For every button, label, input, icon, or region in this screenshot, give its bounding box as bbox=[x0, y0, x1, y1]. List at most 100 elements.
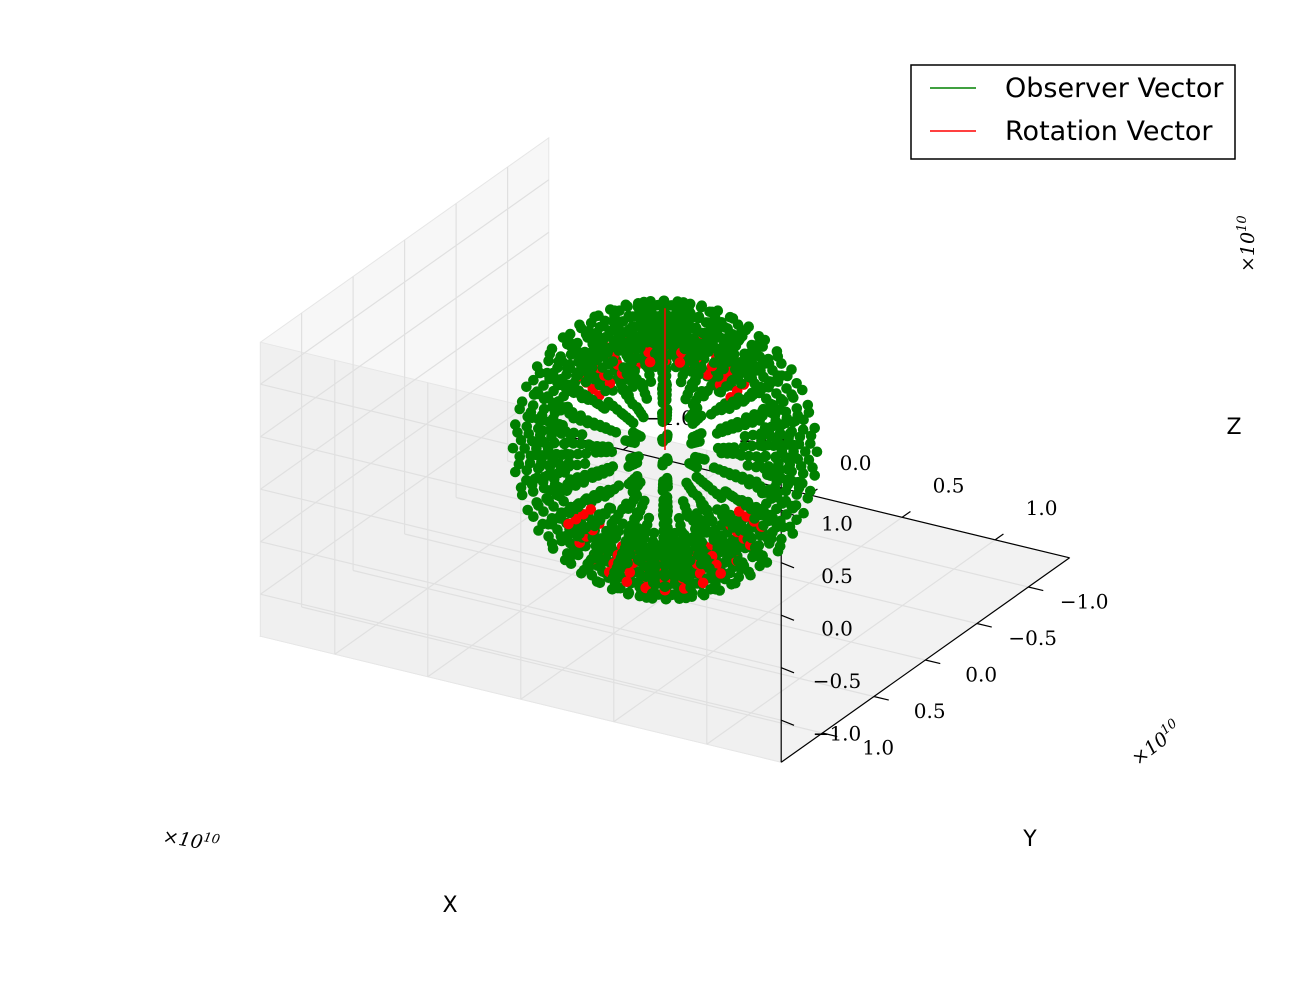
scatter-point bbox=[591, 329, 603, 341]
y-offset-label: ×1010 bbox=[1126, 716, 1185, 770]
scatter-point bbox=[643, 512, 655, 524]
scatter-point bbox=[776, 533, 787, 545]
scatter-point bbox=[510, 466, 521, 478]
scatter-point bbox=[743, 371, 755, 383]
scatter-point bbox=[696, 428, 707, 439]
scatter-point bbox=[805, 438, 816, 449]
scatter-point bbox=[742, 460, 754, 471]
scatter-point bbox=[696, 386, 707, 397]
scatter-point bbox=[786, 500, 797, 512]
scatter-point bbox=[798, 507, 809, 519]
scatter-point bbox=[531, 472, 543, 484]
scatter-point bbox=[565, 558, 577, 569]
scatter-point bbox=[659, 581, 671, 592]
scatter-point bbox=[714, 532, 726, 543]
grid-line-z-back bbox=[260, 179, 550, 385]
scatter-point bbox=[603, 369, 614, 381]
scatter-point bbox=[723, 467, 735, 479]
x-offset-label: ×1010 bbox=[161, 823, 221, 856]
scatter-point bbox=[657, 360, 668, 372]
scatter-point bbox=[672, 552, 683, 564]
scatter-point bbox=[740, 324, 752, 336]
scatter-point bbox=[763, 427, 775, 438]
scatter-point bbox=[782, 464, 793, 475]
scatter-point bbox=[759, 334, 771, 346]
scatter-point bbox=[699, 454, 710, 465]
scatter-point bbox=[736, 378, 747, 390]
y-tick-label: 1.0 bbox=[862, 736, 894, 760]
scatter-point bbox=[599, 315, 611, 327]
scatter-point bbox=[723, 356, 735, 367]
scatter-point bbox=[791, 489, 803, 500]
scatter-point bbox=[607, 356, 619, 367]
scatter-point bbox=[521, 465, 533, 476]
z-offset-label: ×1010 bbox=[1235, 215, 1259, 272]
scatter-point bbox=[719, 540, 731, 551]
scatter-point bbox=[570, 513, 582, 525]
scatter-point bbox=[775, 472, 787, 484]
y-axis-label: Y bbox=[1022, 827, 1037, 852]
scatter-point bbox=[787, 528, 799, 539]
scatter-point bbox=[623, 436, 634, 447]
scatter-point bbox=[658, 300, 669, 312]
scatter-point bbox=[697, 577, 709, 589]
scatter-point bbox=[755, 428, 767, 439]
scatter-point bbox=[753, 459, 765, 471]
scatter-point bbox=[778, 440, 789, 451]
scatter-point bbox=[764, 538, 775, 549]
scatter-point bbox=[732, 417, 743, 428]
scatter-point bbox=[702, 369, 714, 381]
scatter-point bbox=[586, 570, 598, 581]
scatter-point bbox=[648, 527, 660, 539]
x-tick bbox=[994, 533, 1004, 541]
scatter-point bbox=[788, 392, 799, 403]
y-tick bbox=[822, 732, 838, 738]
scatter-point bbox=[732, 555, 744, 567]
scatter-point bbox=[743, 530, 754, 542]
x-tick-label: 1.0 bbox=[1026, 496, 1058, 520]
scatter-point bbox=[687, 487, 699, 499]
scatter-point bbox=[691, 325, 703, 337]
scatter-point bbox=[571, 459, 583, 471]
y-tick bbox=[976, 622, 992, 628]
scatter-point bbox=[580, 522, 592, 533]
scatter-point bbox=[516, 489, 528, 501]
scatter-point bbox=[605, 503, 617, 514]
scatter-point bbox=[802, 493, 814, 504]
scatter-point bbox=[572, 346, 583, 357]
scatter-point bbox=[754, 560, 766, 572]
scatter-point bbox=[734, 333, 745, 345]
scatter-point bbox=[544, 348, 556, 360]
scatter-point bbox=[589, 311, 600, 323]
scatter-point bbox=[790, 415, 801, 427]
scatter-point bbox=[579, 458, 591, 470]
scatter-point bbox=[556, 535, 567, 547]
scatter-point bbox=[739, 431, 751, 442]
scatter-point bbox=[604, 325, 615, 337]
scatter-point bbox=[618, 362, 629, 373]
scatter-point bbox=[613, 316, 624, 327]
x-tick bbox=[901, 510, 911, 518]
scatter-point bbox=[552, 377, 563, 388]
scatter-point bbox=[772, 545, 784, 557]
scatter-point bbox=[565, 502, 577, 514]
scatter-point bbox=[809, 470, 820, 481]
scatter-point bbox=[713, 348, 725, 360]
scatter-point bbox=[657, 383, 668, 395]
scatter-point bbox=[797, 384, 808, 396]
scatter-point bbox=[613, 480, 625, 492]
z-tick-label: 0.0 bbox=[821, 617, 853, 641]
scatter-point bbox=[738, 441, 750, 452]
scatter-point bbox=[559, 438, 570, 450]
scatter-point bbox=[593, 546, 604, 558]
scatter-point bbox=[512, 427, 523, 438]
scatter-point bbox=[811, 446, 823, 458]
scatter-point bbox=[556, 449, 568, 461]
scatter-point bbox=[547, 449, 559, 461]
scatter-point bbox=[733, 392, 744, 404]
scatter-point bbox=[749, 409, 760, 420]
scatter-point bbox=[716, 492, 727, 504]
scatter-point bbox=[740, 500, 752, 511]
scatter-point bbox=[565, 337, 576, 349]
scatter-point bbox=[528, 389, 540, 400]
